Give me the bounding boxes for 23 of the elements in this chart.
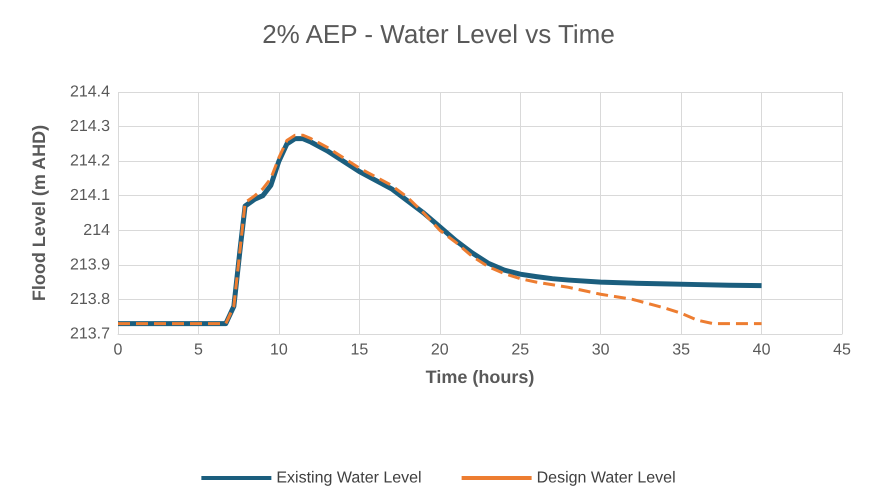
y-tick-label: 214 bbox=[83, 222, 110, 239]
x-tick-label: 0 bbox=[114, 342, 123, 358]
y-tick-label: 214.2 bbox=[70, 152, 110, 170]
x-tick-label: 10 bbox=[270, 342, 288, 358]
y-tick-label: 213.9 bbox=[70, 256, 110, 274]
x-tick-label: 35 bbox=[672, 342, 690, 358]
y-tick-label: 213.8 bbox=[70, 290, 110, 308]
y-tick-label: 214.4 bbox=[70, 84, 110, 100]
y-tick-label: 214.1 bbox=[70, 187, 110, 204]
x-tick-label: 40 bbox=[752, 342, 771, 358]
x-axis-title: Time (hours) bbox=[426, 367, 534, 387]
y-tick-label: 214.3 bbox=[70, 118, 110, 136]
chart-title: 2% AEP - Water Level vs Time bbox=[262, 19, 615, 49]
legend-label: Design Water Level bbox=[536, 470, 676, 486]
x-tick-label: 45 bbox=[833, 342, 851, 358]
x-tick-label: 5 bbox=[194, 342, 203, 358]
x-tick-label: 25 bbox=[511, 342, 530, 358]
y-tick-label: 213.7 bbox=[70, 326, 110, 342]
x-tick-label: 15 bbox=[350, 342, 368, 358]
legend-label: Existing Water Level bbox=[276, 470, 422, 486]
x-tick-label: 30 bbox=[592, 342, 610, 358]
y-axis-title: Flood Level (m AHD) bbox=[29, 124, 49, 302]
x-tick-label: 20 bbox=[430, 342, 449, 358]
